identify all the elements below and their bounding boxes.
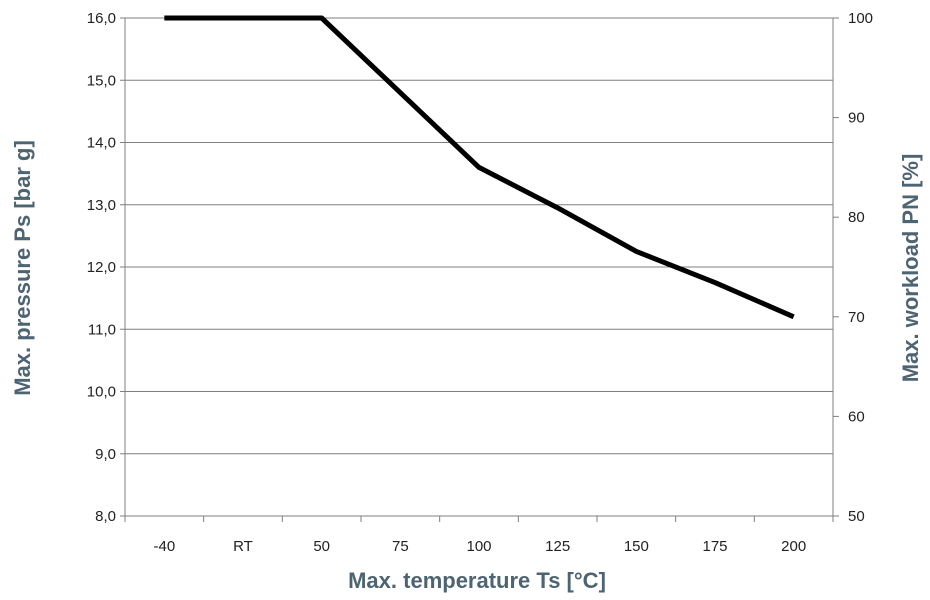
y2-axis-title: Max. workload PN [%] bbox=[898, 154, 923, 383]
y2-tick-label: 100 bbox=[848, 10, 873, 27]
x-tick-label: -40 bbox=[153, 538, 175, 555]
x-axis-title: Max. temperature Ts [°C] bbox=[348, 568, 606, 593]
y2-tick-label: 90 bbox=[848, 110, 865, 127]
tick-labels: 8,0 9,0 10,0 11,0 12,0 13,0 14,0 15,0 16,0 50 60 70… bbox=[87, 10, 873, 555]
x-tick-label: 200 bbox=[781, 538, 806, 555]
y-tick-label: 8,0 bbox=[95, 508, 116, 525]
y-tick-label: 13,0 bbox=[87, 197, 116, 214]
x-tick-label: 100 bbox=[466, 538, 491, 555]
y-tick-label: 14,0 bbox=[87, 135, 116, 152]
x-tick-label: RT bbox=[233, 538, 253, 555]
y-tick-label: 10,0 bbox=[87, 384, 116, 401]
axes bbox=[120, 17, 839, 522]
y-axis-title: Max. pressure Ps [bar g] bbox=[10, 140, 35, 396]
x-tick-label: 125 bbox=[545, 538, 570, 555]
y-tick-label: 12,0 bbox=[87, 259, 116, 276]
y-tick-label: 11,0 bbox=[88, 321, 116, 338]
y2-tick-label: 70 bbox=[848, 309, 865, 326]
y2-tick-label: 50 bbox=[848, 508, 865, 525]
x-tick-label: 50 bbox=[313, 538, 330, 555]
gridlines bbox=[125, 17, 833, 455]
series-layer bbox=[164, 15, 795, 320]
x-tick-label: 150 bbox=[624, 538, 649, 555]
y2-tick-label: 80 bbox=[848, 209, 865, 226]
x-tick-label: 75 bbox=[392, 538, 409, 555]
y-tick-label: 9,0 bbox=[95, 446, 116, 463]
y-tick-label: 16,0 bbox=[87, 10, 116, 27]
y-tick-label: 15,0 bbox=[87, 72, 116, 89]
x-tick-label: 175 bbox=[702, 538, 727, 555]
y2-tick-label: 60 bbox=[848, 408, 865, 425]
